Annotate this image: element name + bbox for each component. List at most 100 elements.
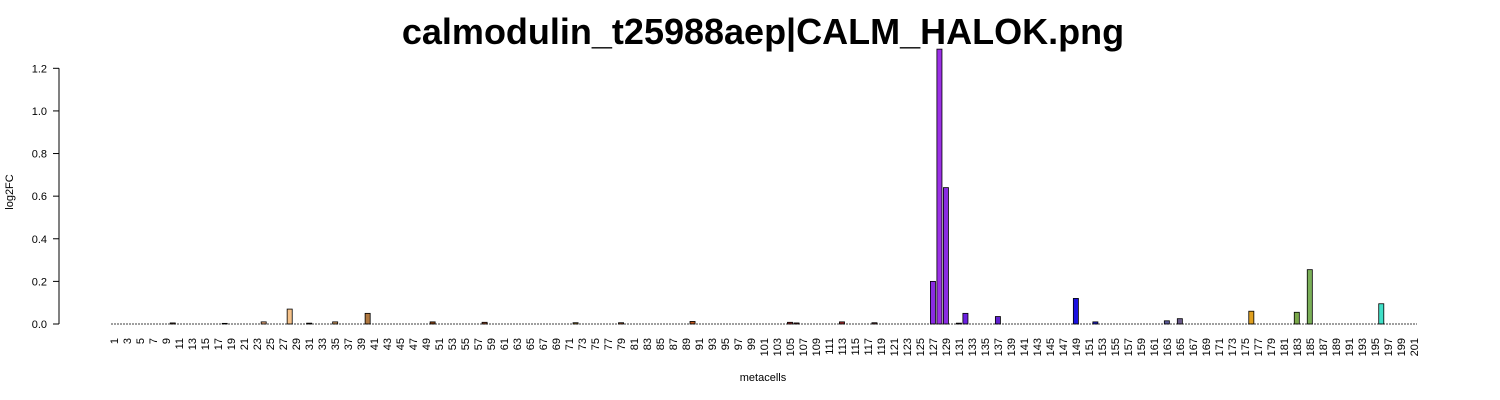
y-tick-label: 0.0 [32, 319, 47, 331]
x-tick-label: 93 [707, 338, 719, 350]
bar-metacell-40 [364, 312, 371, 325]
x-tick-label: 35 [330, 338, 342, 350]
x-tick-label: 157 [1123, 338, 1135, 356]
x-tick-label: 185 [1305, 338, 1317, 356]
x-tick-label: 175 [1240, 338, 1252, 356]
x-tick-label: 83 [642, 338, 654, 350]
x-tick-label: 189 [1331, 338, 1343, 356]
x-tick-label: 119 [876, 338, 888, 356]
x-tick-label: 197 [1383, 338, 1395, 356]
x-tick-label: 81 [629, 338, 641, 350]
bar-metacell-127 [930, 280, 936, 325]
x-tick-label: 171 [1214, 338, 1226, 356]
x-tick-label: 181 [1279, 338, 1291, 356]
x-tick-label: 57 [473, 338, 485, 350]
x-tick-label: 131 [954, 338, 966, 356]
y-axis: 0.0 0.2 0.4 0.6 0.8 1.0 1.2 [32, 63, 60, 331]
x-tick-label: 61 [499, 338, 511, 350]
x-tick-label: 69 [551, 338, 563, 350]
x-tick-label: 23 [252, 338, 264, 350]
x-tick-label: 89 [681, 338, 693, 350]
y-tick-label: 1.0 [32, 106, 47, 118]
bar-metacell-196 [1378, 303, 1385, 325]
bar-metacell-28 [286, 308, 293, 325]
bar-metacell-24 [260, 321, 267, 325]
x-tick-label: 33 [317, 338, 329, 350]
bar-metacell-90 [689, 321, 696, 325]
y-tick-label: 1.2 [32, 63, 47, 75]
x-tick-label: 159 [1136, 338, 1148, 356]
x-tick-label: 27 [278, 338, 290, 350]
x-tick-label: 193 [1357, 338, 1369, 356]
x-tick-label: 25 [265, 338, 277, 350]
x-tick-label: 59 [486, 338, 498, 350]
x-tick-label: 37 [343, 338, 355, 350]
x-tick-label: 79 [616, 338, 628, 350]
x-axis: 1 3 5 7 9 11 13 15 17 19 21 23 25 27 29 31 33 35 37 39 41 43 4… [109, 338, 1421, 356]
x-tick-label: 149 [1071, 338, 1083, 356]
x-tick-label: 41 [369, 338, 381, 350]
x-tick-label: 51 [434, 338, 446, 350]
x-tick-label: 147 [1058, 338, 1070, 356]
x-tick-label: 133 [967, 338, 979, 356]
x-tick-label: 75 [590, 338, 602, 350]
chart-title: calmodulin_t25988aep|CALM_HALOK.png [402, 11, 1124, 53]
x-tick-label: 191 [1344, 338, 1356, 356]
x-tick-label: 117 [863, 338, 875, 356]
x-tick-label: 103 [772, 338, 784, 356]
x-tick-label: 5 [135, 338, 147, 344]
y-tick-label: 0.4 [32, 234, 47, 246]
x-tick-label: 9 [161, 338, 173, 344]
y-axis-label: log2FC [4, 174, 16, 210]
x-tick-label: 153 [1097, 338, 1109, 356]
x-tick-label: 95 [720, 338, 732, 350]
x-tick-label: 107 [798, 338, 810, 356]
x-tick-label: 177 [1253, 338, 1265, 356]
x-tick-label: 39 [356, 338, 368, 350]
x-tick-label: 173 [1227, 338, 1239, 356]
x-tick-label: 161 [1149, 338, 1161, 356]
bar-metacell-163 [1163, 320, 1170, 325]
x-tick-label: 31 [304, 338, 316, 350]
x-tick-label: 127 [928, 338, 940, 356]
x-tick-label: 99 [746, 338, 758, 350]
x-tick-label: 137 [993, 338, 1005, 356]
x-tick-label: 125 [915, 338, 927, 356]
x-tick-label: 109 [811, 338, 823, 356]
x-tick-label: 77 [603, 338, 615, 350]
x-tick-label: 145 [1045, 338, 1057, 356]
x-tick-label: 19 [226, 338, 238, 350]
bar-metacell-128 [936, 48, 943, 325]
x-tick-label: 15 [200, 338, 212, 350]
y-tick-label: 0.6 [32, 191, 47, 203]
x-tick-label: 129 [941, 338, 953, 356]
bar-metacell-176 [1248, 310, 1255, 325]
x-tick-label: 49 [421, 338, 433, 350]
x-tick-label: 113 [837, 338, 849, 356]
x-tick-label: 151 [1084, 338, 1096, 356]
x-tick-label: 71 [564, 338, 576, 350]
x-tick-label: 21 [239, 338, 251, 350]
x-tick-label: 141 [1019, 338, 1031, 356]
bar-metacell-165 [1176, 318, 1183, 325]
x-tick-label: 17 [213, 338, 225, 350]
y-tick-label: 0.8 [32, 149, 47, 161]
x-tick-label: 91 [694, 338, 706, 350]
x-tick-label: 11 [174, 338, 186, 349]
x-tick-label: 45 [395, 338, 407, 350]
x-tick-label: 63 [512, 338, 524, 350]
bar-metacell-72 [572, 322, 579, 325]
x-tick-label: 65 [525, 338, 537, 350]
x-tick-label: 143 [1032, 338, 1044, 356]
bar-metacell-149 [1072, 298, 1079, 325]
x-tick-label: 111 [824, 338, 836, 355]
x-tick-label: 165 [1175, 338, 1187, 356]
x-tick-label: 53 [447, 338, 459, 350]
x-tick-label: 167 [1188, 338, 1200, 356]
x-tick-label: 73 [577, 338, 589, 350]
x-tick-label: 195 [1370, 338, 1382, 356]
bar-metacell-129 [942, 187, 949, 325]
x-tick-label: 7 [148, 338, 160, 344]
